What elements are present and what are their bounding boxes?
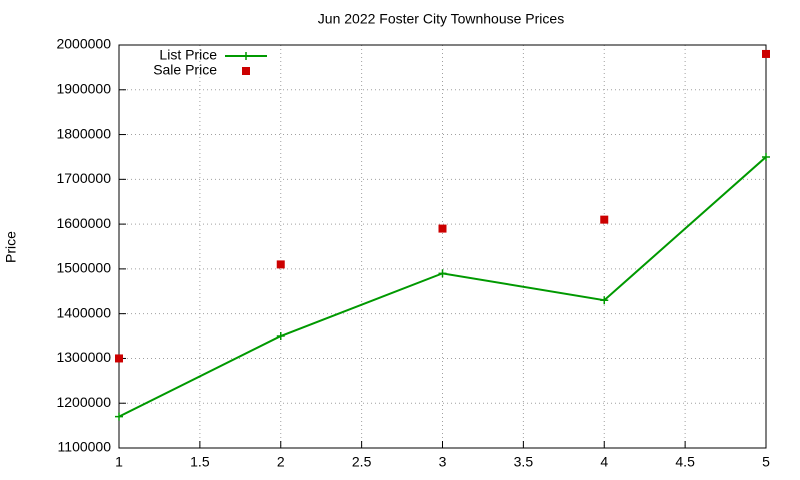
x-tick-label: 5 [762,454,770,470]
data-point [438,269,447,278]
data-point [438,224,447,233]
data-point [600,296,609,305]
legend-marker [242,67,250,75]
data-point [276,332,285,341]
y-tick-label: 1900000 [56,80,111,96]
legend-label: List Price [159,47,217,63]
data-point [276,260,285,269]
data-point [600,215,609,224]
y-tick-label: 1100000 [58,439,112,455]
x-tick-label: 4 [600,454,608,470]
y-tick-label: 1200000 [56,394,111,410]
y-tick-label: 1700000 [56,170,111,186]
x-tick-label: 1.5 [190,454,210,470]
y-tick-label: 1300000 [56,349,111,365]
y-tick-label: 1400000 [56,304,111,320]
x-tick-label: 3.5 [514,454,534,470]
data-point [115,412,123,421]
legend-label: Sale Price [153,62,217,78]
x-tick-label: 2 [277,454,285,470]
y-tick-label: 2000000 [56,36,111,52]
x-tick-label: 1 [115,454,123,470]
x-tick-label: 4.5 [675,454,695,470]
x-tick-label: 3 [439,454,447,470]
data-point [762,49,770,58]
data-point [115,354,123,363]
plot-border [118,44,767,449]
legend-marker [242,52,250,60]
chart-title: Jun 2022 Foster City Townhouse Prices [318,11,564,27]
data-point [762,152,770,161]
y-tick-label: 1600000 [56,215,111,231]
y-tick-label: 1500000 [56,260,111,276]
y-axis-label: Price [3,231,19,263]
x-tick-label: 2.5 [352,454,372,470]
y-tick-label: 1800000 [56,125,111,141]
